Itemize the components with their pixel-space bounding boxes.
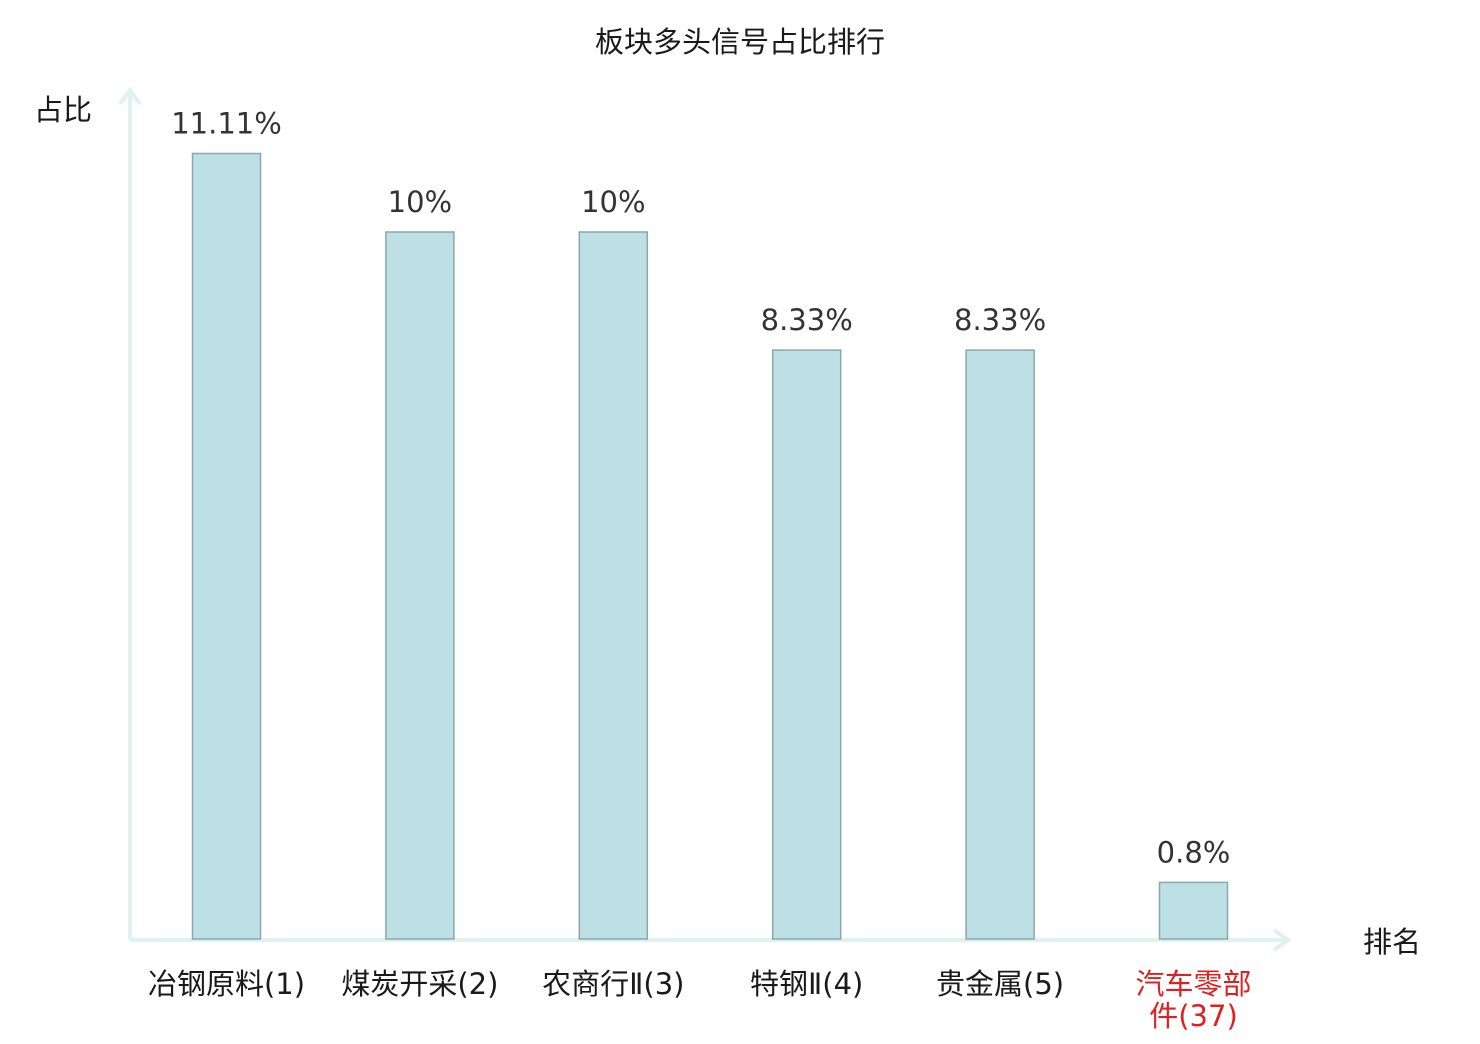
axes [118,86,1292,952]
y-axis-label: 占比 [34,93,92,127]
bar-value-label: 10% [388,185,452,219]
category-label-line: 煤炭开采(2) [341,967,498,1001]
bar-value-label: 8.33% [954,303,1046,337]
bar-value-label: 10% [581,185,645,219]
category-label-line: 汽车零部 [1135,967,1251,1001]
value-labels-group: 11.11% 10% 10% 8.33% 8.33% 0.8% [171,107,1230,870]
category-label: 冶钢原料(1) [148,967,305,1001]
bars-group [191,152,1229,940]
bar [578,231,649,940]
x-axis-label: 排名 [1363,925,1421,959]
category-label-line: 冶钢原料(1) [148,967,305,1001]
y-axis-arrow [118,86,142,106]
category-label: 农商行Ⅱ(3) [542,967,684,1001]
bar-value-label: 11.11% [171,107,282,141]
bar [1158,881,1229,940]
bar-value-label: 8.33% [761,303,853,337]
category-label-line: 贵金属(5) [936,967,1064,1001]
category-label: 汽车零部件(37) [1135,967,1251,1033]
x-axis-arrow [1272,928,1292,952]
category-label-line: 特钢Ⅱ(4) [750,967,863,1001]
bar-value-label: 0.8% [1157,835,1231,869]
category-label: 煤炭开采(2) [341,967,498,1001]
chart-title: 板块多头信号占比排行 [595,25,885,59]
category-label-line: 件(37) [1149,999,1238,1033]
category-label: 贵金属(5) [936,967,1064,1001]
category-labels-group: 冶钢原料(1) 煤炭开采(2) 农商行Ⅱ(3) 特钢Ⅱ(4) 贵金属(5) 汽车零部件(3… [148,967,1252,1033]
category-label-line: 农商行Ⅱ(3) [542,967,684,1001]
bar [385,231,455,940]
bar [771,349,842,940]
bar [191,152,262,940]
bar [965,349,1035,940]
category-label: 特钢Ⅱ(4) [750,967,863,1001]
